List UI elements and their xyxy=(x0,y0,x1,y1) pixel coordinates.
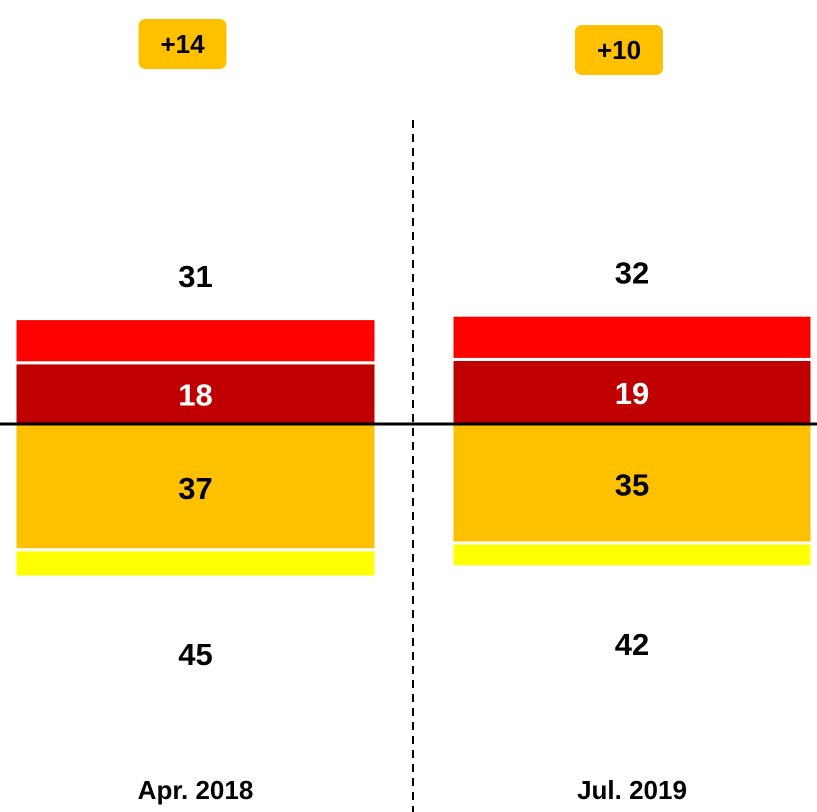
bar-segment xyxy=(13,317,378,365)
total-down-label: 42 xyxy=(615,627,649,662)
net-badge xyxy=(575,25,663,75)
total-up-label: 32 xyxy=(615,255,649,290)
net-label: +14 xyxy=(160,29,205,59)
segment-label: 35 xyxy=(615,468,649,503)
segment-label: 18 xyxy=(178,378,212,413)
net-badge xyxy=(138,19,227,69)
bar-segment xyxy=(450,357,814,426)
x-tick-label: Apr. 2018 xyxy=(138,775,254,805)
bar-segment xyxy=(450,541,814,569)
bar-segment xyxy=(13,548,378,579)
segment-label: 37 xyxy=(178,471,212,506)
segment-label: 19 xyxy=(615,376,649,411)
net-label: +10 xyxy=(597,35,641,65)
bar-segment xyxy=(450,422,814,545)
total-down-label: 45 xyxy=(178,637,212,672)
total-up-label: 31 xyxy=(178,259,212,294)
x-tick-label: Jul. 2019 xyxy=(577,775,687,805)
bar-segment xyxy=(450,313,814,361)
bar-segment xyxy=(13,422,378,552)
